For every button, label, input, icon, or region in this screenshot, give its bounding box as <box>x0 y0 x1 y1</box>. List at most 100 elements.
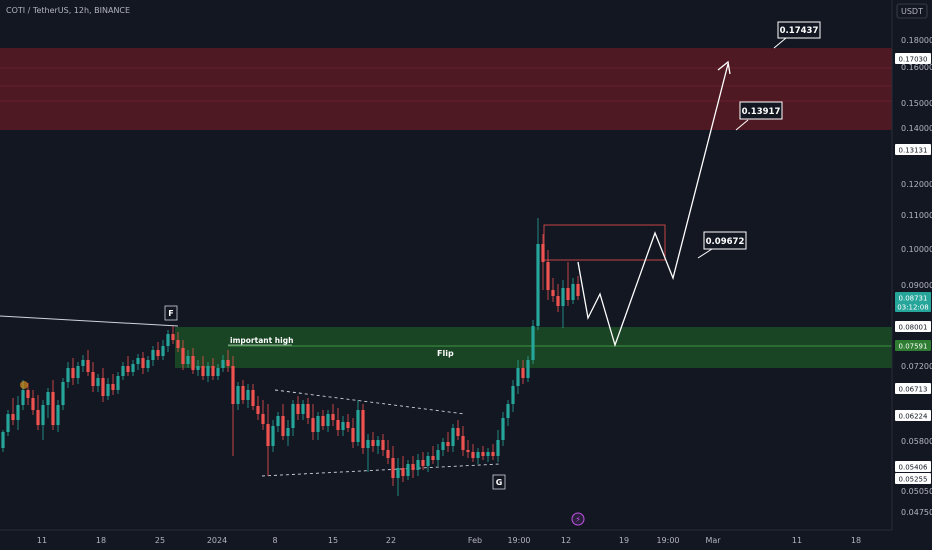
lightning-icon[interactable]: ⚡ <box>571 512 585 526</box>
old-trend-line <box>0 315 179 327</box>
price-tick-label: 0.04750 <box>901 508 932 517</box>
candle <box>331 404 335 426</box>
candle <box>381 434 385 456</box>
price-tag-bg <box>895 292 931 303</box>
candle <box>226 350 230 372</box>
time-axis-label: 19:00 <box>656 536 679 545</box>
price-tag-bg <box>895 473 931 484</box>
target-3-text: 0.17437 <box>780 26 819 36</box>
candle <box>471 444 475 462</box>
candle <box>171 326 175 344</box>
candle <box>431 446 435 464</box>
candle <box>86 350 90 376</box>
candle <box>421 452 425 470</box>
candle <box>401 456 405 482</box>
label-f-box: F <box>164 305 178 321</box>
candle <box>216 364 220 380</box>
candle <box>26 383 30 405</box>
candle <box>296 396 300 420</box>
candle <box>211 358 215 380</box>
candle <box>541 234 545 290</box>
candle <box>441 438 445 456</box>
time-axis-label: Feb <box>468 536 482 545</box>
price-tag-label: 0.13131 <box>899 147 928 155</box>
price-tick-label: 0.09000 <box>901 281 932 290</box>
price-ticks: 0.18000 0.16000 0.15000 0.14000 0.12000 0.110… <box>901 36 932 517</box>
candle <box>111 374 115 395</box>
candle <box>56 400 60 432</box>
candle <box>71 358 75 385</box>
candle <box>461 426 465 456</box>
candle <box>256 396 260 420</box>
candle <box>516 360 520 394</box>
time-axis-label: 18 <box>96 536 106 545</box>
time-axis-label: 2024 <box>207 536 227 545</box>
candle <box>411 456 415 478</box>
candle <box>101 368 105 402</box>
candle <box>506 400 510 426</box>
candle <box>196 360 200 376</box>
price-tag-bg <box>895 461 931 472</box>
candle <box>396 458 400 496</box>
candle <box>31 390 35 415</box>
candle <box>6 410 10 436</box>
candle <box>521 360 525 384</box>
candle <box>301 400 305 420</box>
candle <box>1 430 5 452</box>
price-tag-label: 0.08001 <box>899 324 928 332</box>
price-tag-label: 0.06224 <box>899 413 928 421</box>
candle <box>161 340 165 360</box>
projection-arrowhead <box>717 60 731 75</box>
price-tag-bg <box>895 340 931 351</box>
candle <box>136 354 140 370</box>
candle <box>466 440 470 458</box>
candle <box>201 356 205 380</box>
candle <box>131 360 135 376</box>
candle <box>41 400 45 440</box>
candle <box>511 380 515 412</box>
target-callout-1: 0.09672 <box>697 231 747 259</box>
target-callout-2: 0.13917 <box>735 101 783 131</box>
price-tag-label: 0.06713 <box>899 386 928 394</box>
price-tag-bg <box>895 144 931 155</box>
price-axis-panel[interactable] <box>892 0 932 530</box>
candle <box>416 454 420 476</box>
candle <box>436 444 440 466</box>
price-tag-label: 0.07591 <box>899 343 928 351</box>
candle <box>246 384 250 408</box>
candle <box>221 355 225 372</box>
price-tag-bg <box>895 410 931 421</box>
candle <box>156 342 160 360</box>
time-axis-panel[interactable] <box>0 530 932 550</box>
candle <box>526 356 530 382</box>
candle <box>561 280 565 328</box>
candle <box>151 346 155 366</box>
candle <box>376 436 380 454</box>
time-axis-label: 18 <box>851 536 861 545</box>
candle <box>146 356 150 372</box>
candle <box>361 404 365 454</box>
candle <box>81 355 85 372</box>
target-1-text: 0.09672 <box>706 237 745 247</box>
candle <box>286 420 290 446</box>
candle <box>306 398 310 424</box>
time-labels: 11 18 25 2024 8 15 22 Feb 19:00 12 19 19:00 Mar 11 18 <box>37 536 861 545</box>
currency-label-box[interactable]: USDT <box>896 3 928 19</box>
candle <box>426 452 430 472</box>
label-f: F <box>168 309 173 318</box>
candle <box>206 362 210 382</box>
orange-dot-icon[interactable] <box>20 381 28 389</box>
candle <box>446 432 450 452</box>
time-axis-label: 15 <box>328 536 338 545</box>
price-tick-label: 0.15000 <box>901 99 932 108</box>
candle <box>126 356 130 376</box>
price-tick-label: 0.12000 <box>901 180 932 189</box>
candle <box>326 410 330 432</box>
candle <box>311 404 315 440</box>
flip-label: Flip <box>437 349 454 358</box>
candle <box>386 440 390 464</box>
svg-text:⚡: ⚡ <box>575 515 581 524</box>
candle <box>551 278 555 302</box>
candle <box>91 362 95 392</box>
